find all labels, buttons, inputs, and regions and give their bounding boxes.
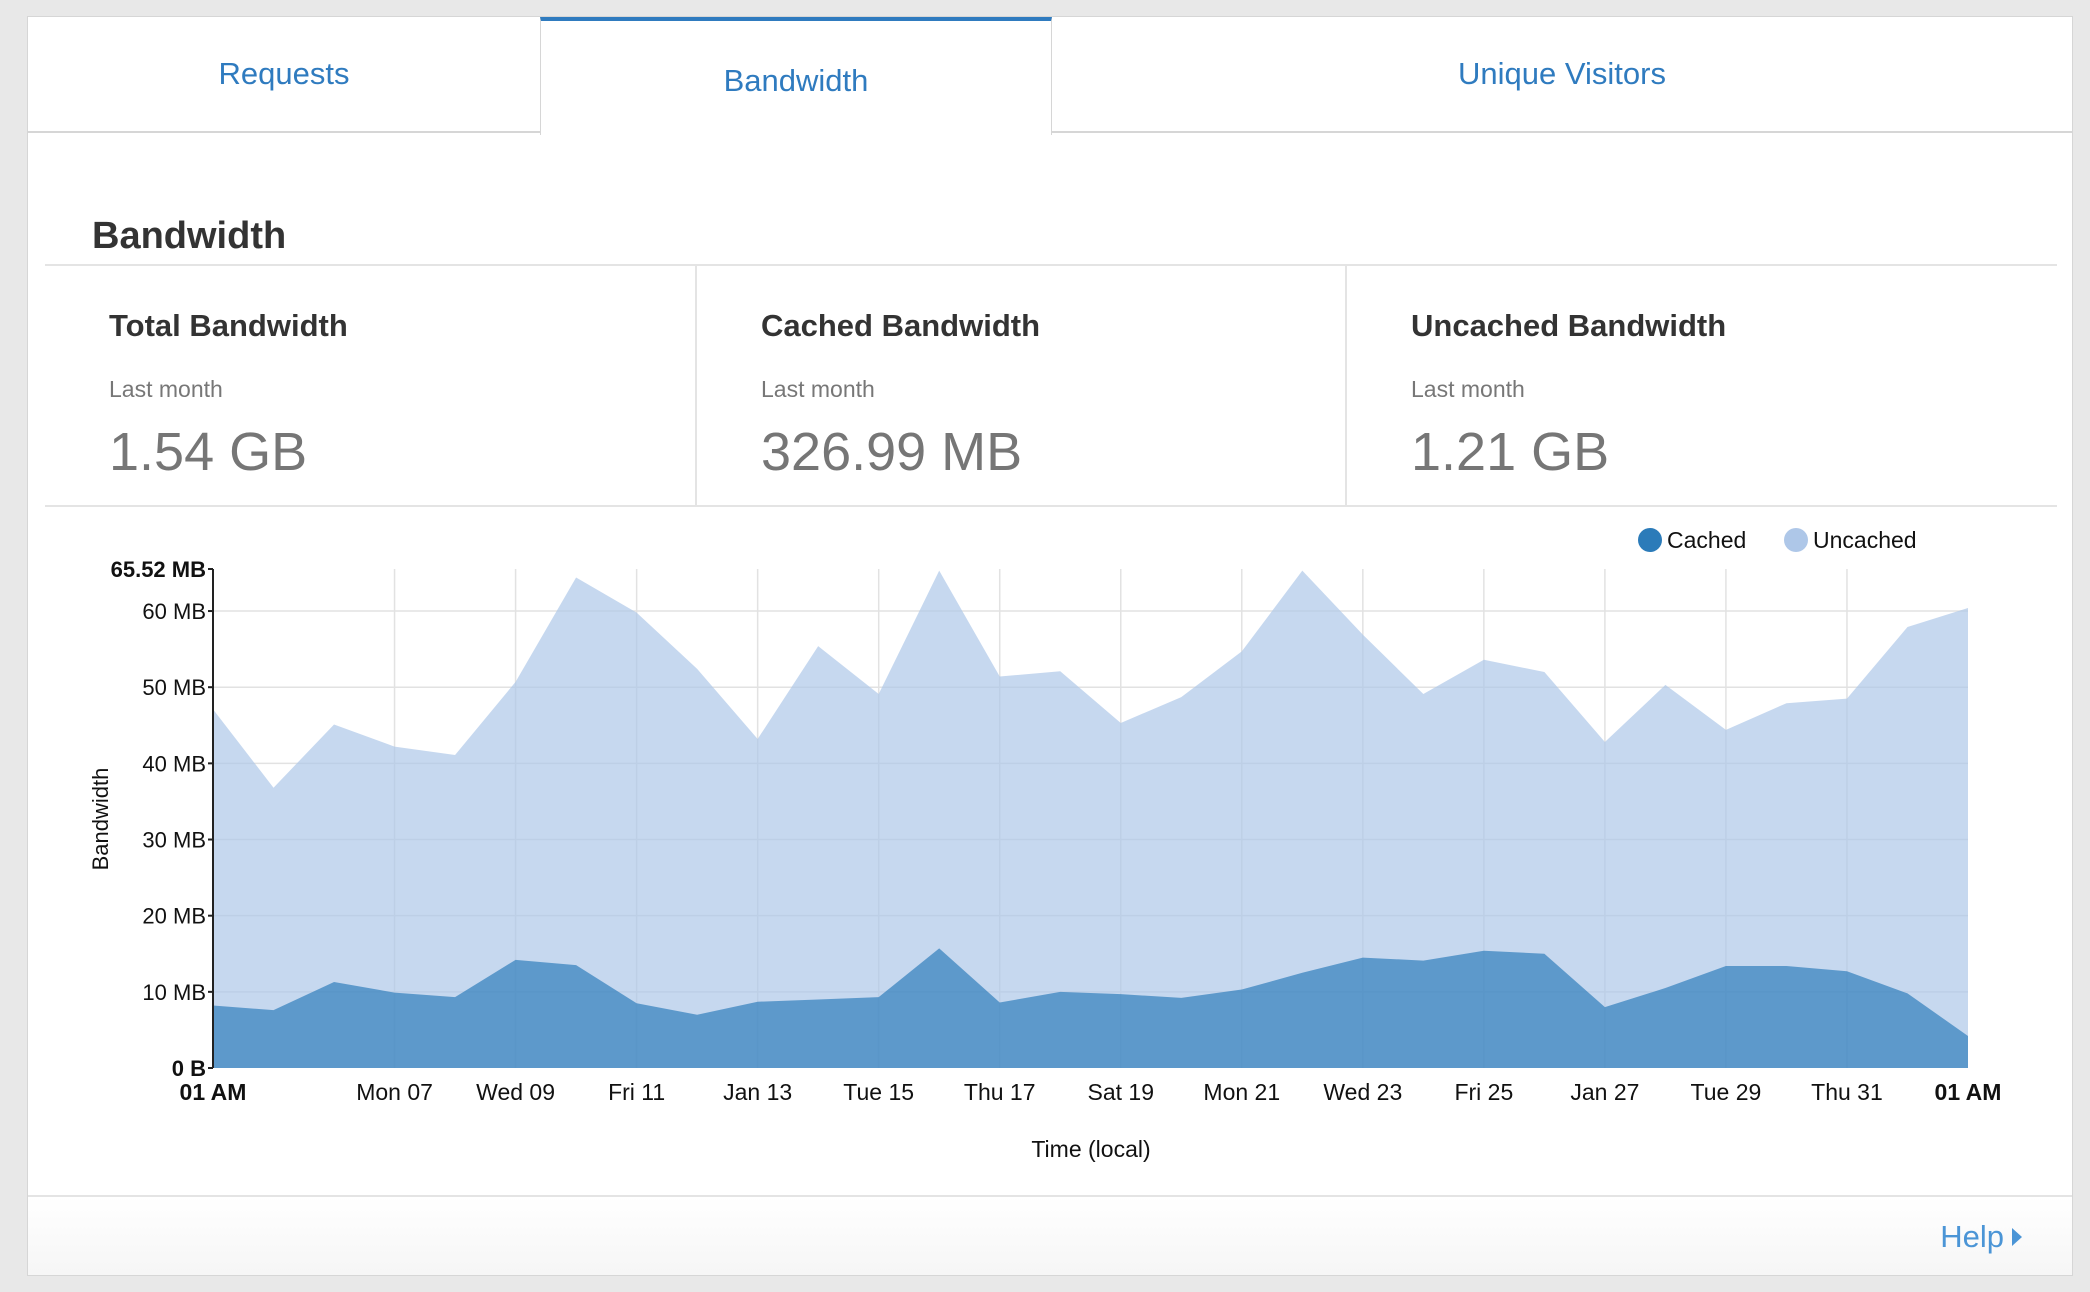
analytics-card: Requests Bandwidth Unique Visitors Bandw… [27, 16, 2073, 1276]
stat-value: 326.99 MB [761, 422, 1023, 482]
section-title: Bandwidth [92, 215, 287, 257]
stat-cached-bandwidth: Cached Bandwidth Last month 326.99 MB [695, 266, 1345, 505]
stat-value: 1.54 GB [109, 422, 308, 482]
area-uncached [213, 570, 1968, 1068]
footer: Help [28, 1195, 2072, 1275]
area-cached [213, 948, 1968, 1068]
x-tick-label: Thu 17 [964, 1079, 1036, 1105]
legend-swatch [1784, 528, 1808, 552]
x-tick-label: 01 AM [180, 1079, 247, 1105]
stat-title: Uncached Bandwidth [1411, 308, 1727, 343]
stat-title: Total Bandwidth [109, 308, 348, 343]
stat-period: Last month [109, 376, 223, 402]
x-tick-label: Fri 11 [608, 1079, 665, 1105]
stat-value: 1.21 GB [1411, 422, 1610, 482]
x-tick-label: 01 AM [1935, 1079, 2002, 1105]
y-tick-label: 0 B [172, 1056, 206, 1081]
stat-title: Cached Bandwidth [761, 308, 1041, 343]
stat-period: Last month [761, 376, 875, 402]
x-tick-label: Fri 25 [1454, 1079, 1513, 1105]
y-axis-label: Bandwidth [88, 768, 113, 871]
y-tick-label: 30 MB [142, 828, 206, 853]
caret-right-icon [2012, 1228, 2022, 1246]
tab-bar: Requests Bandwidth Unique Visitors [28, 17, 2072, 135]
chart-areas [213, 570, 1968, 1068]
x-tick-label: Thu 31 [1811, 1079, 1883, 1105]
legend-label: Uncached [1813, 527, 1917, 553]
tab-bandwidth[interactable]: Bandwidth [540, 17, 1052, 135]
stat-uncached-bandwidth: Uncached Bandwidth Last month 1.21 GB [1345, 266, 2057, 505]
x-tick-label: Tue 29 [1691, 1079, 1762, 1105]
x-tick-label: Wed 09 [476, 1079, 555, 1105]
x-tick-label: Jan 27 [1570, 1079, 1639, 1105]
tab-requests[interactable]: Requests [28, 17, 540, 133]
y-tick-label: 50 MB [142, 675, 206, 700]
x-tick-label: Tue 15 [843, 1079, 914, 1105]
bandwidth-chart: 0 B 10 MB 20 MB 30 MB 40 MB 50 MB 60 MB 65.52 M… [88, 527, 2002, 1162]
y-tick-label: 10 MB [142, 980, 206, 1005]
help-link[interactable]: Help [1940, 1219, 2022, 1255]
y-tick-label: 60 MB [142, 599, 206, 624]
stat-period: Last month [1411, 376, 1525, 402]
x-tick-label: Sat 19 [1088, 1079, 1155, 1105]
y-tick-label: 40 MB [142, 751, 206, 776]
x-tick-label: Jan 13 [723, 1079, 792, 1105]
y-tick-label: 20 MB [142, 904, 206, 929]
x-tick-label: Mon 07 [356, 1079, 433, 1105]
y-tick-label: 65.52 MB [111, 557, 206, 582]
legend-swatch [1638, 528, 1662, 552]
chart-axes: 0 B 10 MB 20 MB 30 MB 40 MB 50 MB 60 MB 65.52 M… [111, 557, 2002, 1105]
help-label: Help [1940, 1219, 2004, 1254]
stat-total-bandwidth: Total Bandwidth Last month 1.54 GB [45, 266, 695, 505]
tab-unique-visitors[interactable]: Unique Visitors [1052, 17, 2072, 133]
chart-legend: Cached Uncached [1638, 527, 1917, 553]
legend-label: Cached [1667, 527, 1746, 553]
x-axis-label: Time (local) [1031, 1136, 1150, 1162]
x-tick-label: Mon 21 [1203, 1079, 1280, 1105]
x-tick-label: Wed 23 [1323, 1079, 1402, 1105]
stats-row: Total Bandwidth Last month 1.54 GB Cache… [45, 264, 2057, 507]
